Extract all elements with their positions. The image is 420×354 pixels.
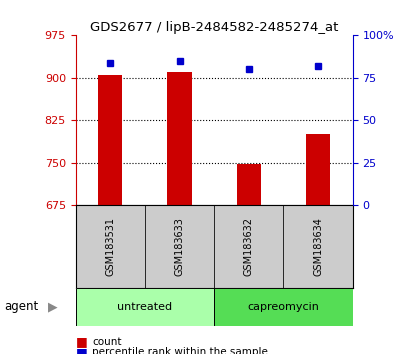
Bar (76, 288, 214, 326)
Text: ▶: ▶ (48, 300, 58, 313)
Title: GDS2677 / lipB-2484582-2485274_at: GDS2677 / lipB-2484582-2485274_at (90, 21, 339, 34)
Text: GSM183633: GSM183633 (175, 217, 184, 276)
Bar (237, 164, 261, 205)
Text: capreomycin: capreomycin (247, 302, 320, 312)
Bar (214, 288, 353, 326)
Text: GSM183632: GSM183632 (244, 217, 254, 276)
Bar (98, 75, 122, 205)
Bar (76, 205, 145, 288)
Text: ■: ■ (76, 346, 87, 354)
Text: count: count (92, 337, 122, 347)
Text: percentile rank within the sample: percentile rank within the sample (92, 347, 268, 354)
Bar (214, 205, 284, 288)
Text: untreated: untreated (117, 302, 173, 312)
Bar (306, 135, 330, 205)
Bar (168, 72, 192, 205)
Bar (145, 205, 214, 288)
Bar (284, 205, 353, 288)
Text: ■: ■ (76, 335, 87, 348)
Text: GSM183531: GSM183531 (105, 217, 115, 276)
Text: agent: agent (4, 300, 39, 313)
Text: GSM183634: GSM183634 (313, 217, 323, 276)
